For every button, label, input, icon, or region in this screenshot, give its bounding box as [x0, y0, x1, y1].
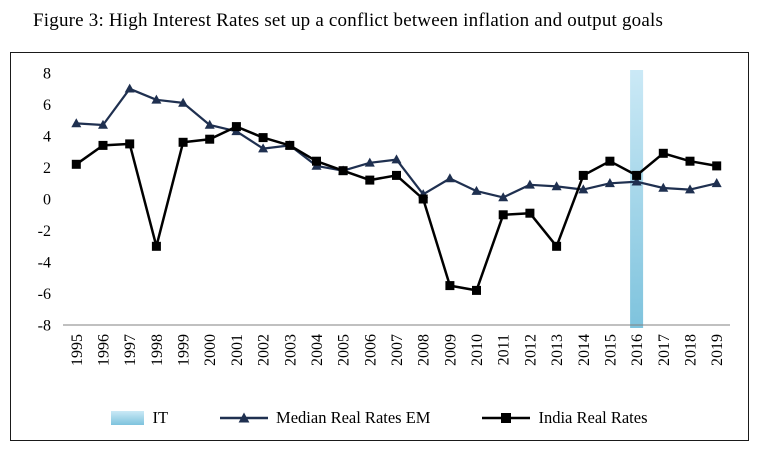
square-marker — [178, 137, 188, 147]
triangle-marker — [124, 83, 135, 93]
legend-item-it: IT — [111, 408, 168, 428]
x-axis-tick-label: 2013 — [549, 334, 566, 366]
square-marker — [392, 170, 401, 180]
figure-title: Figure 3: High Interest Rates set up a c… — [33, 10, 664, 31]
line-chart: 8 6 4 2 0 -2 -4 -6 -8 1995 1996 1997 1998 1999 2000 200… — [38, 66, 730, 366]
square-marker — [312, 156, 321, 166]
square-marker — [712, 161, 722, 171]
triangle-marker — [604, 178, 615, 188]
x-axis-tick-label: 2014 — [576, 334, 593, 366]
triangle-marker — [71, 118, 82, 128]
chart-box: 8 6 4 2 0 -2 -4 -6 -8 1995 1996 1997 1998 1999 2000 200… — [10, 52, 749, 441]
square-marker — [71, 159, 81, 169]
triangle-marker — [551, 181, 562, 191]
square-marker — [658, 148, 668, 158]
x-axis-tick-label: 2005 — [336, 334, 353, 366]
square-marker — [125, 139, 135, 149]
y-axis-tick-label: 0 — [43, 192, 51, 209]
legend-label-it: IT — [152, 408, 169, 427]
square-marker — [632, 170, 642, 180]
series-line-1 — [75, 125, 717, 292]
triangle-marker — [471, 185, 482, 195]
x-axis-tick-label: 2017 — [656, 334, 673, 366]
y-axis-tick-label: -4 — [38, 255, 51, 272]
chart-legend: IT Median Real Rates EM India Real Rates — [11, 408, 748, 428]
triangle-marker — [498, 192, 509, 202]
square-marker — [365, 175, 375, 185]
x-axis-tick-label: 2011 — [496, 334, 513, 365]
triangle-marker — [391, 154, 402, 164]
triangle-marker — [658, 182, 669, 192]
square-marker — [552, 241, 562, 251]
legend-item-median-em: Median Real Rates EM — [220, 408, 430, 428]
triangle-marker — [524, 179, 535, 189]
square-marker — [258, 133, 268, 143]
y-axis-tick-label: 4 — [43, 129, 51, 146]
it-band-swatch — [111, 411, 145, 425]
y-axis-tick-label: -8 — [38, 318, 51, 335]
x-axis-tick-label: 2000 — [202, 334, 219, 366]
square-marker — [285, 140, 295, 150]
x-axis-tick-label: 2006 — [362, 334, 379, 366]
square-marker — [685, 156, 695, 166]
square-marker — [418, 194, 428, 204]
y-axis-tick-label: -6 — [38, 286, 51, 303]
x-axis-tick-label: 2019 — [709, 334, 726, 366]
x-axis-tick-label: 1995 — [69, 334, 86, 366]
triangle-marker — [98, 119, 108, 129]
x-axis-tick-label: 1997 — [122, 334, 139, 366]
triangle-marker — [151, 94, 162, 104]
x-axis-tick-label: 2003 — [282, 334, 299, 366]
y-axis-tick-label: 6 — [43, 97, 51, 114]
triangle-marker — [631, 176, 642, 186]
square-marker — [98, 140, 108, 150]
x-axis-tick-label: 2007 — [389, 334, 406, 366]
x-axis-tick-label: 2015 — [602, 334, 619, 366]
triangle-marker — [685, 184, 695, 194]
triangle-marker — [204, 119, 215, 129]
x-axis-tick-label: 1999 — [176, 334, 193, 366]
x-axis-tick-label: 2004 — [309, 334, 326, 366]
square-marker — [338, 166, 348, 176]
it-band — [630, 70, 644, 328]
median-em-line-swatch — [220, 411, 269, 425]
legend-label-median-em: Median Real Rates EM — [276, 408, 431, 427]
x-axis-tick-label: 2001 — [229, 334, 246, 366]
y-axis-tick-label: 8 — [43, 66, 51, 83]
x-axis-tick-label: 2012 — [522, 334, 539, 366]
square-marker — [205, 134, 215, 144]
x-axis-tick-label: 2002 — [256, 334, 273, 366]
x-axis-tick-label: 2018 — [683, 334, 700, 366]
triangle-marker — [711, 178, 722, 188]
square-marker — [525, 208, 535, 218]
x-axis-tick-label: 2008 — [416, 334, 433, 366]
x-axis-tick-label: 2010 — [469, 334, 486, 366]
legend-item-india: India Real Rates — [482, 408, 648, 428]
square-marker — [578, 170, 588, 180]
square-marker — [498, 210, 508, 220]
x-axis-tick-label: 2016 — [629, 334, 646, 366]
x-axis-tick-label: 2009 — [442, 334, 459, 366]
square-marker — [472, 285, 481, 295]
y-axis-tick-label: -2 — [38, 223, 51, 240]
india-line-swatch — [482, 411, 531, 425]
y-axis-tick-label: 2 — [43, 160, 51, 177]
x-axis-tick-label: 1998 — [149, 334, 166, 366]
square-marker — [605, 156, 615, 166]
triangle-marker — [578, 184, 589, 194]
square-marker — [231, 122, 241, 132]
triangle-marker — [444, 173, 455, 183]
square-marker — [151, 241, 161, 251]
triangle-marker — [178, 97, 189, 107]
square-marker — [445, 281, 455, 291]
triangle-marker — [364, 157, 375, 167]
legend-label-india: India Real Rates — [538, 408, 648, 427]
triangle-marker — [258, 143, 269, 153]
x-axis-tick-label: 1996 — [96, 334, 113, 366]
